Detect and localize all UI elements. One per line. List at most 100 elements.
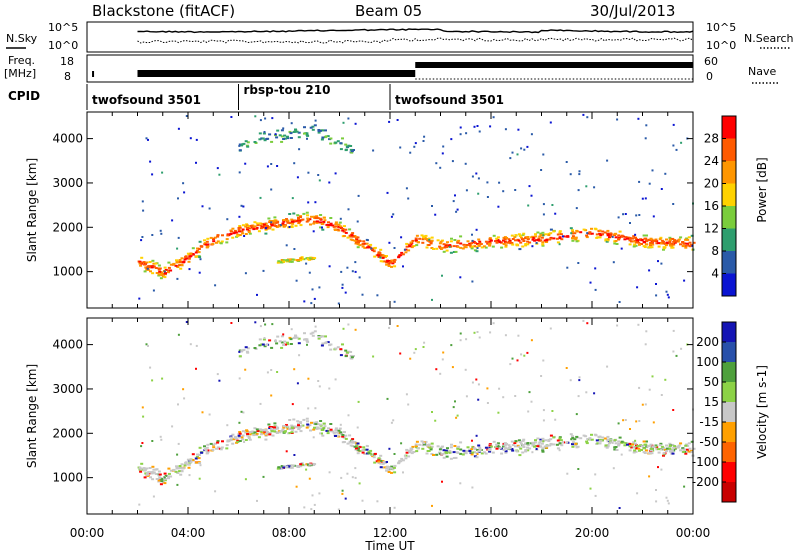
velocity-point <box>407 403 410 406</box>
power-point <box>448 245 451 248</box>
power-point <box>356 246 360 249</box>
velocity-point <box>445 452 449 455</box>
power-point <box>655 294 658 297</box>
velocity-point <box>608 442 611 445</box>
power-point <box>471 239 474 242</box>
power-point <box>348 228 352 231</box>
velocity-point <box>344 349 348 352</box>
power-point <box>259 224 263 227</box>
power-point <box>668 241 672 244</box>
velocity-point <box>311 331 315 334</box>
velocity-point <box>526 449 530 452</box>
power-point <box>339 225 343 228</box>
velocity-point <box>519 447 523 450</box>
velocity-point <box>551 410 554 412</box>
velocity-point <box>475 378 478 381</box>
velocity-point <box>579 437 583 440</box>
power-point <box>425 238 428 241</box>
power-point <box>400 236 403 239</box>
power-point <box>376 294 379 297</box>
velocity-point <box>522 438 526 441</box>
velocity-point <box>443 452 447 455</box>
power-point <box>444 243 448 246</box>
velocity-point <box>189 343 192 346</box>
power-point <box>537 237 541 240</box>
velocity-point <box>655 500 658 503</box>
velocity-point <box>195 456 199 458</box>
power-point <box>268 133 272 136</box>
velocity-point <box>438 451 442 454</box>
velocity-point <box>677 444 681 447</box>
power-point <box>628 243 632 246</box>
power-point <box>672 203 675 205</box>
noise-tick-bottom-left: 10^0 <box>48 39 78 52</box>
velocity-point <box>648 444 651 447</box>
velocity-point <box>291 428 295 431</box>
velocity-point <box>326 341 330 344</box>
velocity-point <box>201 411 204 414</box>
power-point <box>635 214 638 217</box>
velocity-point <box>246 433 250 435</box>
power-point <box>315 221 319 224</box>
velocity-point <box>587 438 590 441</box>
velocity-point <box>382 461 386 463</box>
velocity-point <box>478 336 481 339</box>
velocity-point <box>688 447 692 450</box>
velocity-point <box>429 448 433 451</box>
power-point <box>328 224 332 227</box>
velocity-point <box>271 323 274 326</box>
velocity-point <box>246 351 250 354</box>
power-point <box>590 232 594 235</box>
velocity-point <box>216 373 219 376</box>
power-point <box>575 207 578 210</box>
power-point <box>289 137 293 139</box>
velocity-point <box>306 420 309 423</box>
power-point <box>271 222 275 225</box>
power-point <box>606 239 610 242</box>
velocity-point <box>178 467 182 470</box>
velocity-point <box>164 474 168 477</box>
nave-tick-bottom: 0 <box>706 70 713 83</box>
power-point <box>205 240 209 243</box>
power-point <box>405 245 409 248</box>
velocity-point <box>294 334 297 337</box>
power-point <box>648 182 651 185</box>
velocity-point <box>606 365 609 368</box>
velocity-point <box>301 424 305 427</box>
velocity-point <box>589 487 592 490</box>
velocity-point <box>296 382 299 385</box>
power-point <box>172 263 176 266</box>
colorbar-swatch <box>722 322 736 343</box>
velocity-point <box>585 440 589 443</box>
power-point <box>608 236 611 239</box>
velocity-point <box>636 444 640 447</box>
power-point <box>315 215 319 218</box>
date-title: 30/Jul/2013 <box>590 2 675 20</box>
velocity-point <box>315 426 319 429</box>
velocity-point <box>539 440 543 443</box>
power-point <box>218 173 221 176</box>
power-point <box>296 214 300 217</box>
power-point <box>268 227 272 230</box>
velocity-point <box>477 398 480 401</box>
power-point <box>216 167 219 170</box>
velocity-point <box>276 335 280 338</box>
velocity-point <box>686 448 689 451</box>
power-point <box>441 152 444 155</box>
power-point <box>221 234 224 237</box>
velocity-point <box>318 385 321 388</box>
power-point <box>664 244 668 247</box>
power-point <box>158 270 162 273</box>
velocity-point <box>244 368 247 371</box>
velocity-point <box>528 447 532 450</box>
velocity-point <box>390 421 393 424</box>
power-point <box>475 250 479 253</box>
power-point <box>297 218 300 221</box>
velocity-point <box>155 478 159 480</box>
power-point <box>219 242 223 245</box>
velocity-point <box>278 340 282 343</box>
power-point <box>599 234 603 237</box>
power-point <box>622 213 625 216</box>
power-point <box>289 132 293 135</box>
power-point <box>291 220 294 223</box>
